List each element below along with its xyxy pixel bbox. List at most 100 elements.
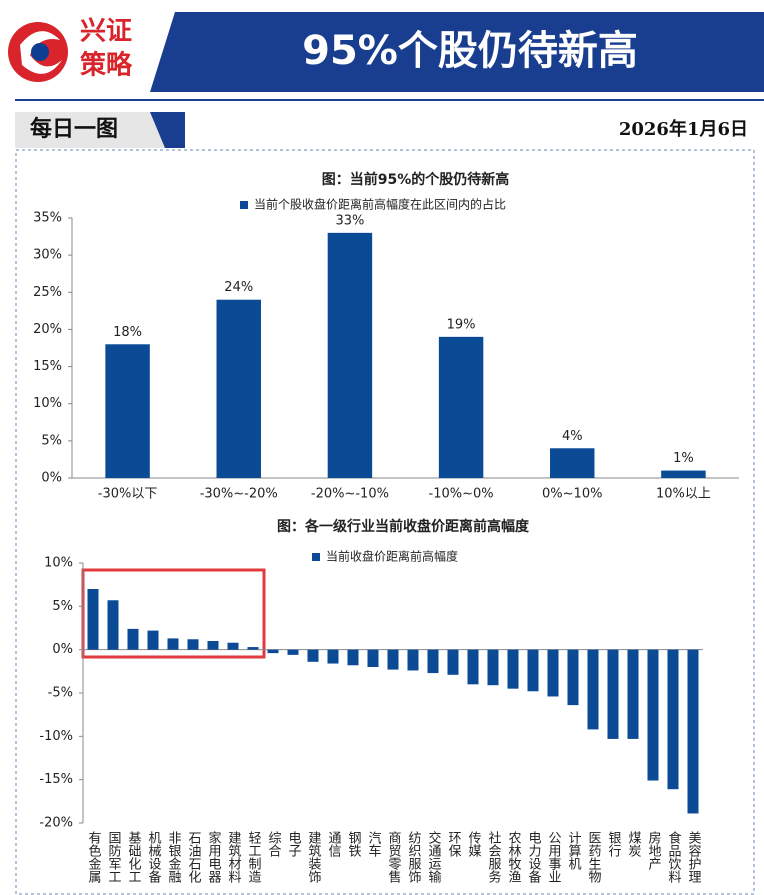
data-label: 4% — [562, 429, 583, 444]
bar — [567, 649, 579, 706]
x-tick-label: 环保 — [446, 831, 462, 857]
bar — [347, 649, 359, 666]
x-tick-label: 石油石化 — [186, 831, 202, 884]
bar — [487, 649, 499, 686]
x-tick-label: 银行 — [606, 831, 622, 858]
x-tick-label: 综合 — [266, 831, 282, 857]
bar — [661, 470, 706, 478]
bar — [327, 232, 373, 478]
x-tick-label: 房地产 — [646, 830, 662, 871]
x-tick-label: 电子 — [286, 831, 302, 857]
x-tick-label: -10%~0% — [429, 487, 494, 502]
section-accent — [150, 112, 185, 148]
bar — [587, 649, 599, 730]
logo-text: 兴证 — [80, 17, 132, 47]
bar — [107, 600, 119, 650]
chart-title: 图：各一级行业当前收盘价距离前高幅度 — [277, 518, 530, 535]
data-label: 1% — [673, 451, 694, 466]
x-tick-label: 商贸零售 — [386, 831, 402, 883]
bar — [327, 649, 339, 664]
x-tick-label: 有色金属 — [86, 831, 102, 884]
x-tick-label: 机械设备 — [146, 831, 162, 884]
y-tick-label: 10% — [33, 396, 62, 411]
bar — [167, 638, 179, 650]
x-tick-label: 农林牧渔 — [506, 831, 522, 883]
x-tick-label: 国防军工 — [106, 831, 122, 883]
bar — [407, 649, 419, 671]
bar — [247, 647, 259, 650]
bar — [105, 344, 150, 478]
bar — [147, 630, 159, 650]
x-tick-label: -20%~-10% — [311, 487, 389, 502]
bar — [227, 642, 239, 650]
y-tick-label: -10% — [39, 729, 73, 744]
x-tick-label: 食品饮料 — [666, 830, 682, 883]
bar — [647, 649, 659, 781]
x-tick-label: 钢铁 — [346, 831, 362, 857]
bar — [216, 299, 261, 478]
x-tick-label: -30%~-20% — [200, 487, 278, 502]
legend-label: 当前个股收盘价距离前高幅度在此区间内的占比 — [254, 197, 506, 212]
x-tick-label: 纺织服饰 — [406, 831, 422, 883]
x-tick-label: 建筑装饰 — [306, 831, 322, 883]
page-title: 95%个股仍待新高 — [302, 28, 638, 74]
y-tick-label: -5% — [48, 686, 73, 701]
bar — [87, 589, 99, 650]
bar — [527, 649, 539, 692]
y-tick-label: 35% — [33, 211, 62, 226]
data-label: 33% — [335, 213, 364, 228]
date: 2026年1月6日 — [619, 118, 748, 140]
y-tick-label: 30% — [33, 248, 62, 263]
bar — [550, 448, 595, 478]
bar — [267, 649, 279, 654]
y-tick-label: 25% — [33, 285, 62, 300]
x-tick-label: 传媒 — [466, 831, 482, 857]
bar — [507, 649, 519, 689]
bar — [187, 639, 199, 650]
x-tick-label: 通信 — [326, 831, 342, 857]
x-tick-label: 轻工制造 — [246, 831, 262, 884]
logo-text: 策略 — [80, 50, 133, 81]
bar — [427, 649, 439, 674]
y-tick-label: 5% — [41, 433, 62, 448]
data-label: 19% — [447, 317, 476, 332]
x-tick-label: 计算机 — [566, 831, 582, 871]
y-tick-label: 5% — [52, 599, 73, 614]
logo-swirl — [20, 31, 62, 74]
x-tick-label: 煤炭 — [626, 831, 642, 858]
x-tick-label: 非银金融 — [166, 831, 182, 883]
y-tick-label: 10% — [44, 556, 73, 571]
bar — [207, 641, 219, 650]
y-tick-label: 0% — [41, 471, 62, 486]
x-tick-label: 医药生物 — [586, 831, 602, 884]
x-tick-label: 汽车 — [366, 831, 382, 857]
bar — [447, 649, 459, 675]
x-tick-label: 0%~10% — [542, 487, 602, 502]
x-tick-label: 基础化工 — [126, 831, 142, 883]
legend-swatch — [312, 553, 320, 561]
title-banner — [150, 12, 764, 92]
data-label: 18% — [113, 325, 142, 340]
bar — [607, 649, 619, 739]
bar — [387, 649, 399, 670]
legend-label: 当前收盘价距离前高幅度 — [326, 549, 458, 564]
y-tick-label: -20% — [39, 816, 73, 831]
bar — [467, 649, 479, 685]
x-tick-label: 公用事业 — [546, 831, 562, 883]
y-tick-label: 15% — [33, 359, 62, 374]
bar — [307, 649, 319, 662]
bar — [287, 649, 299, 655]
x-tick-label: -30%以下 — [98, 487, 158, 502]
bar — [547, 649, 559, 697]
x-tick-label: 社会服务 — [486, 830, 502, 883]
logo-dot — [31, 43, 49, 61]
x-tick-label: 交通运输 — [426, 830, 442, 883]
section-title: 每日一图 — [30, 116, 118, 142]
frame — [15, 149, 755, 895]
bar — [687, 649, 699, 814]
bar — [367, 649, 379, 667]
y-tick-label: 0% — [52, 642, 73, 657]
x-tick-label: 10%以上 — [656, 487, 711, 502]
x-tick-label: 电力设备 — [526, 831, 542, 884]
